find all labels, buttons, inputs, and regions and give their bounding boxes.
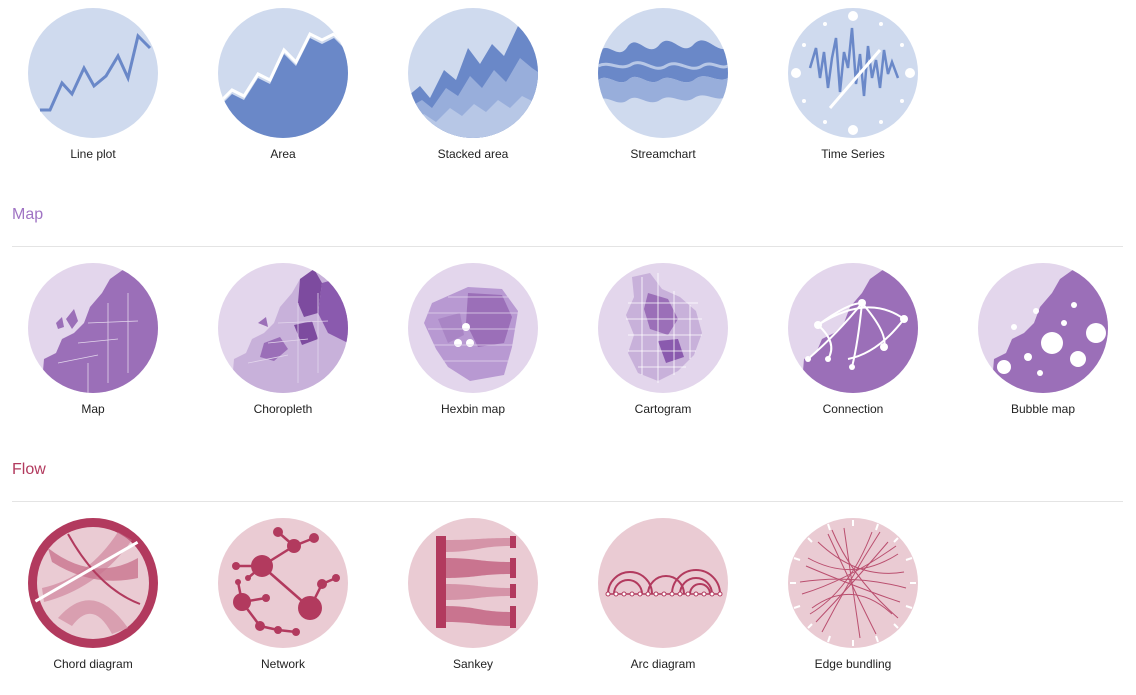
tile-sankey[interactable]: Sankey xyxy=(388,518,558,693)
tile-label: Sankey xyxy=(452,657,494,671)
sankey-icon xyxy=(408,518,538,648)
area-chart-icon xyxy=(218,8,348,138)
tile-label: Area xyxy=(270,147,296,161)
tile-label: Hexbin map xyxy=(440,402,506,416)
tile-connection[interactable]: Connection xyxy=(768,263,938,438)
arc-diagram-icon xyxy=(598,518,728,648)
tile-network[interactable]: Network xyxy=(198,518,368,693)
tile-bubble-map[interactable]: Bubble map xyxy=(958,263,1128,438)
tile-streamchart[interactable]: Streamchart xyxy=(578,8,748,183)
section-divider xyxy=(12,501,1123,502)
tile-label: Network xyxy=(260,657,305,671)
tile-label: Stacked area xyxy=(437,147,509,161)
line-plot-icon xyxy=(28,8,158,138)
connection-map-icon xyxy=(788,263,918,393)
streamchart-icon xyxy=(598,8,728,138)
tile-label: Arc diagram xyxy=(630,657,696,671)
stacked-area-icon xyxy=(408,8,538,138)
section-divider xyxy=(12,246,1123,247)
hexbin-map-icon xyxy=(408,263,538,393)
tile-cartogram[interactable]: Cartogram xyxy=(578,263,748,438)
tile-arc-diagram[interactable]: Arc diagram xyxy=(578,518,748,693)
choropleth-icon xyxy=(218,263,348,393)
map-icon xyxy=(28,263,158,393)
tile-edge-bundling[interactable]: Edge bundling xyxy=(768,518,938,693)
section-title-flow: Flow xyxy=(12,461,46,478)
tile-stacked-area[interactable]: Stacked area xyxy=(388,8,558,183)
tile-label: Bubble map xyxy=(1010,402,1076,416)
time-series-icon xyxy=(788,8,918,138)
tile-map[interactable]: Map xyxy=(8,263,178,438)
tile-label: Connection xyxy=(822,402,884,416)
tile-time-series[interactable]: Time Series xyxy=(768,8,938,183)
cartogram-icon xyxy=(598,263,728,393)
tile-label: Line plot xyxy=(70,147,116,161)
edge-bundling-icon xyxy=(788,518,918,648)
tile-label: Edge bundling xyxy=(814,657,892,671)
bubble-map-icon xyxy=(978,263,1108,393)
tile-choropleth[interactable]: Choropleth xyxy=(198,263,368,438)
tile-label: Cartogram xyxy=(634,402,692,416)
chord-diagram-icon xyxy=(28,518,158,648)
section-title-map: Map xyxy=(12,206,44,223)
tile-label: Streamchart xyxy=(630,147,696,161)
tile-label: Time Series xyxy=(821,147,885,161)
tile-chord-diagram[interactable]: Chord diagram xyxy=(8,518,178,693)
tile-line-plot[interactable]: Line plot xyxy=(8,8,178,183)
tile-label: Chord diagram xyxy=(53,657,133,671)
tile-hexbin-map[interactable]: Hexbin map xyxy=(388,263,558,438)
tile-area[interactable]: Area xyxy=(198,8,368,183)
tile-label: Map xyxy=(81,402,105,416)
tile-label: Choropleth xyxy=(253,402,313,416)
network-icon xyxy=(218,518,348,648)
